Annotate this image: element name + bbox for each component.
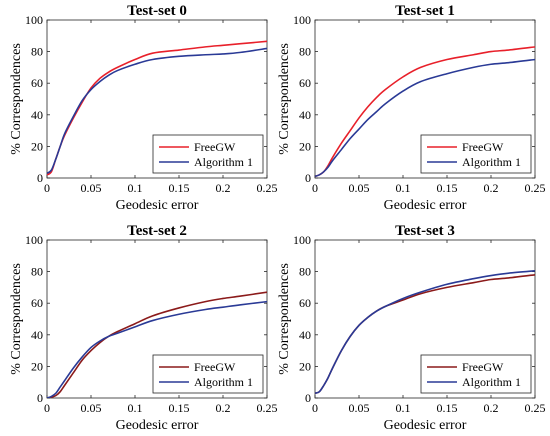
x-tick-label: 0.1 <box>128 181 143 195</box>
y-tick-label: 40 <box>31 328 43 342</box>
x-tick-label: 0.15 <box>437 401 458 415</box>
chart-panel-2: 0 0.05 0.1 0.15 0.2 0.25 0 20 40 60 80 100 Test-set … <box>9 223 278 433</box>
legend-box <box>152 354 264 394</box>
y-tick-label: 100 <box>293 233 311 247</box>
x-tick-label: 0.1 <box>396 181 411 195</box>
y-tick-label: 0 <box>305 171 311 185</box>
x-tick-label: 0.05 <box>349 181 370 195</box>
x-tick-label: 0.25 <box>525 181 546 195</box>
x-tick-label: 0.25 <box>525 401 546 415</box>
series-line-0 <box>315 46 535 178</box>
x-axis-label: Geodesic error <box>116 198 199 213</box>
y-tick-label: 100 <box>25 13 43 27</box>
legend-box <box>152 134 264 174</box>
y-tick-label: 20 <box>299 139 311 153</box>
y-axis-label: % Correspondences <box>277 43 292 155</box>
y-tick-label: 100 <box>25 233 43 247</box>
x-tick-label: 0 <box>312 181 318 195</box>
legend-box <box>420 354 532 394</box>
y-axis-label: % Correspondences <box>9 263 24 375</box>
legend-label: FreeGW <box>462 140 504 154</box>
x-tick-label: 0.05 <box>349 401 370 415</box>
chart-panel-3: 0 0.05 0.1 0.15 0.2 0.25 0 20 40 60 80 100 Test-set … <box>277 223 546 433</box>
y-tick-label: 80 <box>299 265 311 279</box>
y-tick-label: 80 <box>31 45 43 59</box>
y-tick-label: 0 <box>37 171 43 185</box>
x-tick-label: 0.2 <box>216 401 231 415</box>
x-tick-label: 0 <box>44 181 50 195</box>
chart-panel-0: 0 0.05 0.1 0.15 0.2 0.25 0 20 40 60 80 100 Test-set … <box>9 3 278 213</box>
x-tick-label: 0.2 <box>484 181 499 195</box>
y-tick-label: 60 <box>31 296 43 310</box>
chart-title: Test-set 2 <box>127 223 187 239</box>
y-tick-label: 20 <box>31 139 43 153</box>
legend-label: Algorithm 1 <box>462 375 521 389</box>
x-axis-label: Geodesic error <box>384 198 467 213</box>
legend-box <box>420 134 532 174</box>
series-line-1 <box>315 270 535 395</box>
series-line-1 <box>315 58 535 178</box>
x-tick-label: 0.25 <box>257 181 278 195</box>
y-tick-label: 40 <box>31 108 43 122</box>
x-tick-label: 0.2 <box>484 401 499 415</box>
y-tick-label: 20 <box>31 359 43 373</box>
x-tick-label: 0.25 <box>257 401 278 415</box>
y-tick-label: 20 <box>299 359 311 373</box>
x-tick-label: 0.1 <box>128 401 143 415</box>
y-tick-label: 0 <box>305 391 311 405</box>
chart-title: Test-set 3 <box>395 223 455 239</box>
x-tick-label: 0.15 <box>169 181 190 195</box>
legend-label: Algorithm 1 <box>194 375 253 389</box>
x-tick-label: 0.15 <box>169 401 190 415</box>
y-axis-label: % Correspondences <box>277 263 292 375</box>
series-line-1 <box>47 47 267 174</box>
y-tick-label: 60 <box>299 76 311 90</box>
y-axis-label: % Correspondences <box>9 43 24 155</box>
x-axis-label: Geodesic error <box>116 418 199 433</box>
chart-panel-1: 0 0.05 0.1 0.15 0.2 0.25 0 20 40 60 80 100 Test-set … <box>277 3 546 213</box>
x-tick-label: 0.15 <box>437 181 458 195</box>
y-tick-label: 60 <box>299 296 311 310</box>
x-tick-label: 0.05 <box>81 401 102 415</box>
y-tick-label: 80 <box>31 265 43 279</box>
x-tick-label: 0.2 <box>216 181 231 195</box>
legend-label: FreeGW <box>194 360 236 374</box>
x-tick-label: 0.1 <box>396 401 411 415</box>
legend-label: FreeGW <box>194 140 236 154</box>
legend-label: FreeGW <box>462 360 504 374</box>
y-tick-label: 100 <box>293 13 311 27</box>
y-tick-label: 0 <box>37 391 43 405</box>
y-tick-label: 40 <box>299 328 311 342</box>
x-tick-label: 0.05 <box>81 181 102 195</box>
y-tick-label: 40 <box>299 108 311 122</box>
legend-label: Algorithm 1 <box>462 155 521 169</box>
x-axis-label: Geodesic error <box>384 418 467 433</box>
y-tick-label: 80 <box>299 45 311 59</box>
chart-title: Test-set 1 <box>395 3 455 19</box>
x-tick-label: 0 <box>312 401 318 415</box>
legend-label: Algorithm 1 <box>194 155 253 169</box>
chart-title: Test-set 0 <box>127 3 187 19</box>
y-tick-label: 60 <box>31 76 43 90</box>
series-line-1 <box>47 300 267 398</box>
x-tick-label: 0 <box>44 401 50 415</box>
